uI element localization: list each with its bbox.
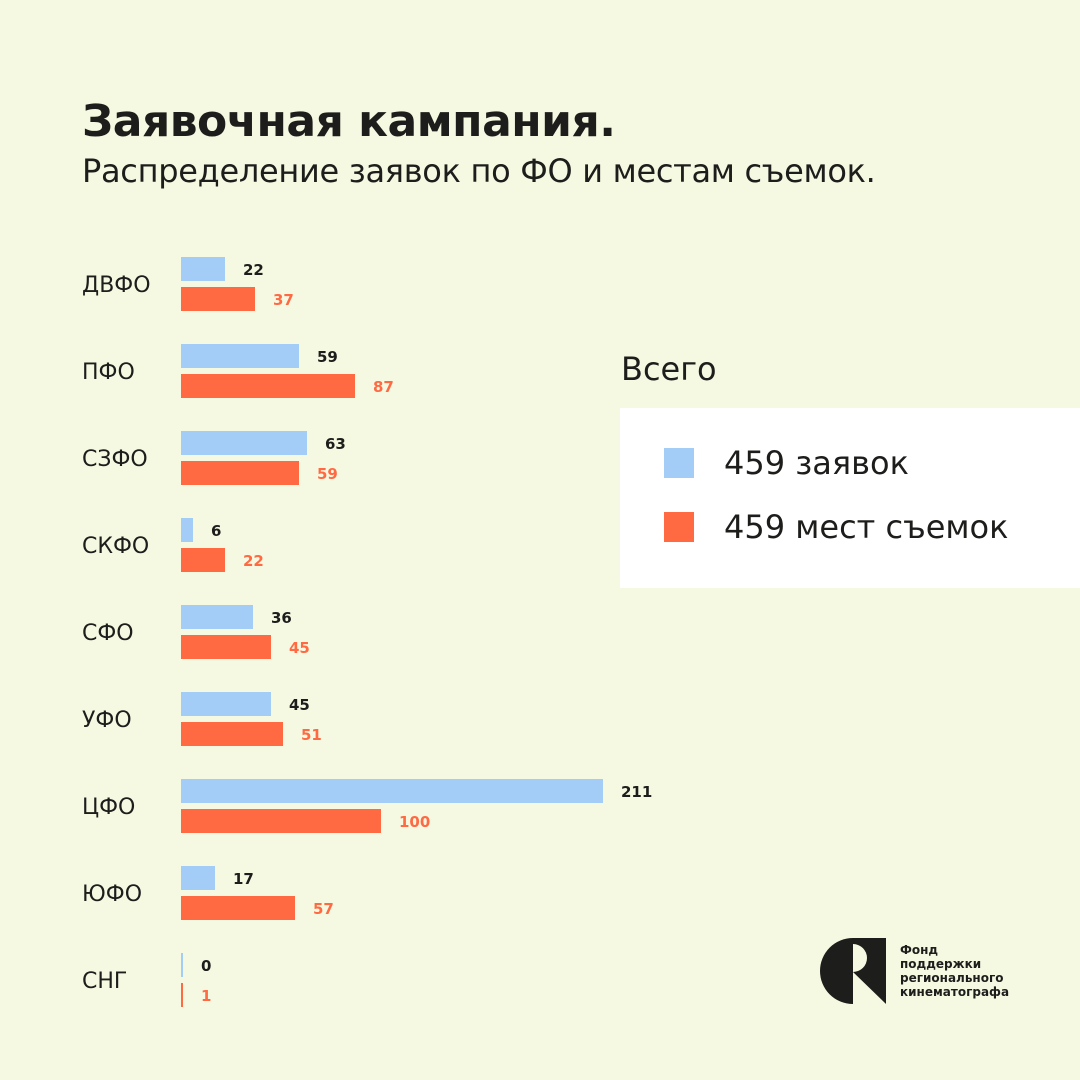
- category-label: УФО: [82, 708, 132, 733]
- totals-legend: 459 заявок 459 мест съемок: [620, 408, 1080, 588]
- category-label: СНГ: [82, 969, 127, 994]
- data-label-applications: 211: [621, 783, 652, 801]
- data-label-applications: 0: [201, 957, 211, 975]
- bar-applications: [181, 866, 215, 890]
- chart-subtitle: Распределение заявок по ФО и местам съем…: [82, 152, 876, 190]
- bar-locations: [181, 809, 381, 833]
- bar-locations: [181, 722, 283, 746]
- bar-locations: [181, 461, 299, 485]
- legend-swatch-locations: [664, 512, 694, 542]
- bar-locations: [181, 983, 183, 1007]
- bar-applications: [181, 344, 299, 368]
- fund-logo-text: Фонд поддержки регионального кинематогра…: [900, 943, 1020, 999]
- bar-applications: [181, 605, 253, 629]
- legend-item-locations: 459 мест съемок: [664, 508, 1008, 546]
- totals-heading: Всего: [621, 350, 717, 388]
- logo-line-1: Фонд поддержки: [900, 943, 982, 971]
- data-label-locations: 22: [243, 552, 264, 570]
- data-label-applications: 63: [325, 435, 346, 453]
- bar-locations: [181, 548, 225, 572]
- legend-swatch-applications: [664, 448, 694, 478]
- logo-line-2: регионального: [900, 971, 1004, 985]
- data-label-applications: 36: [271, 609, 292, 627]
- data-label-locations: 59: [317, 465, 338, 483]
- data-label-locations: 45: [289, 639, 310, 657]
- category-label: ДВФО: [82, 273, 151, 298]
- data-label-locations: 57: [313, 900, 334, 918]
- data-label-locations: 87: [373, 378, 394, 396]
- legend-label-applications: 459 заявок: [724, 444, 909, 482]
- bar-locations: [181, 896, 295, 920]
- bar-applications: [181, 692, 271, 716]
- bar-applications: [181, 518, 193, 542]
- bar-locations: [181, 374, 355, 398]
- fund-logo: Фонд поддержки регионального кинематогра…: [820, 938, 1020, 1004]
- fund-logo-icon: [820, 938, 886, 1004]
- category-label: ЦФО: [82, 795, 135, 820]
- data-label-applications: 59: [317, 348, 338, 366]
- chart-title: Заявочная кампания.: [82, 96, 616, 147]
- data-label-applications: 22: [243, 261, 264, 279]
- data-label-locations: 100: [399, 813, 430, 831]
- data-label-applications: 17: [233, 870, 254, 888]
- bar-locations: [181, 287, 255, 311]
- legend-label-locations: 459 мест съемок: [724, 508, 1009, 546]
- logo-line-3: кинематографа: [900, 985, 1010, 999]
- data-label-locations: 37: [273, 291, 294, 309]
- data-label-applications: 6: [211, 522, 221, 540]
- bar-applications: [181, 953, 183, 977]
- legend-item-applications: 459 заявок: [664, 444, 909, 482]
- category-label: СЗФО: [82, 447, 148, 472]
- category-label: СКФО: [82, 534, 149, 559]
- bar-applications: [181, 431, 307, 455]
- category-label: ПФО: [82, 360, 135, 385]
- bar-applications: [181, 257, 225, 281]
- bar-applications: [181, 779, 603, 803]
- category-label: ЮФО: [82, 882, 142, 907]
- category-label: СФО: [82, 621, 134, 646]
- data-label-locations: 1: [201, 987, 211, 1005]
- bar-locations: [181, 635, 271, 659]
- data-label-applications: 45: [289, 696, 310, 714]
- data-label-locations: 51: [301, 726, 322, 744]
